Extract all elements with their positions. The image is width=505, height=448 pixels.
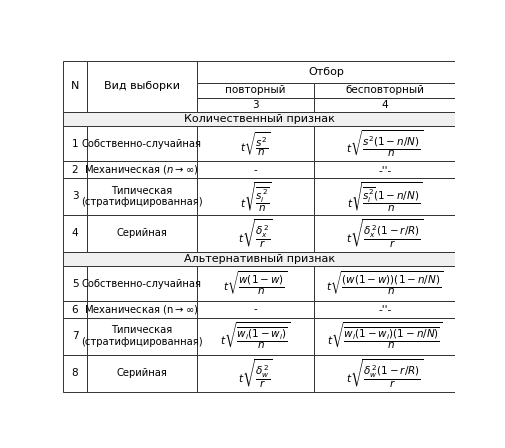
Bar	[314, 161, 454, 178]
Text: -''-: -''-	[377, 305, 391, 314]
Text: $t\sqrt{\dfrac{\overline{s_i^{\,2}}}{n}}$: $t\sqrt{\dfrac{\overline{s_i^{\,2}}}{n}}…	[239, 180, 271, 213]
Bar	[196, 161, 314, 178]
Text: $t\sqrt{\dfrac{\overline{s_i^{2}}(1-n/N)}{n}}$: $t\sqrt{\dfrac{\overline{s_i^{2}}(1-n/N)…	[346, 180, 422, 213]
Text: Серийная: Серийная	[116, 368, 167, 378]
Text: Механическая (n$\to\infty$): Механическая (n$\to\infty$)	[84, 303, 198, 316]
Text: Количественный признак: Количественный признак	[183, 114, 334, 124]
Text: 3: 3	[251, 100, 258, 110]
Bar	[87, 215, 196, 252]
Bar	[87, 161, 196, 178]
Bar	[87, 60, 196, 112]
Bar	[196, 318, 314, 355]
Bar	[63, 318, 87, 355]
Text: 5: 5	[72, 279, 78, 289]
Text: Собственно-случайная: Собственно-случайная	[81, 279, 201, 289]
Bar	[63, 178, 87, 215]
Text: $t\sqrt{\dfrac{s^2(1-n/N)}{n}}$: $t\sqrt{\dfrac{s^2(1-n/N)}{n}}$	[345, 129, 423, 159]
Bar	[196, 60, 454, 83]
Text: N: N	[71, 82, 79, 91]
Bar	[314, 318, 454, 355]
Bar	[314, 178, 454, 215]
Bar	[63, 126, 87, 161]
Text: Отбор: Отбор	[308, 67, 343, 77]
Bar	[63, 355, 87, 392]
Text: $t\sqrt{\dfrac{w(1-w)}{n}}$: $t\sqrt{\dfrac{w(1-w)}{n}}$	[223, 270, 287, 298]
Text: $t\sqrt{\dfrac{\delta_x^{\,2}(1-r/R)}{r}}$: $t\sqrt{\dfrac{\delta_x^{\,2}(1-r/R)}{r}…	[345, 217, 423, 250]
Text: $t\sqrt{\dfrac{s^2}{n}}$: $t\sqrt{\dfrac{s^2}{n}}$	[239, 130, 270, 158]
Text: Серийная: Серийная	[116, 228, 167, 238]
Text: Типическая
(стратифицированная): Типическая (стратифицированная)	[81, 326, 202, 347]
Text: 3: 3	[72, 191, 78, 202]
Bar	[87, 178, 196, 215]
Bar	[314, 302, 454, 318]
Text: Собственно-случайная: Собственно-случайная	[81, 139, 201, 149]
Bar	[314, 83, 454, 98]
Bar	[87, 355, 196, 392]
Bar	[314, 267, 454, 302]
Bar	[63, 302, 87, 318]
Bar	[196, 267, 314, 302]
Bar	[196, 355, 314, 392]
Bar	[87, 126, 196, 161]
Bar	[196, 302, 314, 318]
Text: бесповторный: бесповторный	[344, 86, 424, 95]
Text: $t\sqrt{\dfrac{\delta_w^{\,2}(1-r/R)}{r}}$: $t\sqrt{\dfrac{\delta_w^{\,2}(1-r/R)}{r}…	[345, 357, 423, 390]
Text: Вид выборки: Вид выборки	[104, 82, 179, 91]
Bar	[314, 126, 454, 161]
Bar	[196, 215, 314, 252]
Bar	[314, 355, 454, 392]
Text: 8: 8	[72, 368, 78, 378]
Text: 1: 1	[72, 139, 78, 149]
Bar	[87, 318, 196, 355]
Text: 2: 2	[72, 165, 78, 175]
Text: повторный: повторный	[225, 86, 285, 95]
Bar	[196, 98, 314, 112]
Text: -''-: -''-	[377, 165, 391, 175]
Text: $t\sqrt{\dfrac{\overline{w_i(1-w_i)(1-n/N)}}{n}}$: $t\sqrt{\dfrac{\overline{w_i(1-w_i)(1-n/…	[326, 321, 442, 352]
Text: $t\sqrt{\dfrac{(w(1-w))(1-n/N)}{n}}$: $t\sqrt{\dfrac{(w(1-w))(1-n/N)}{n}}$	[325, 270, 443, 298]
Text: 6: 6	[72, 305, 78, 314]
Bar	[196, 178, 314, 215]
Text: 4: 4	[72, 228, 78, 238]
Text: -: -	[253, 305, 257, 314]
Text: -: -	[253, 165, 257, 175]
Text: 4: 4	[381, 100, 387, 110]
Bar	[87, 267, 196, 302]
Text: Типическая
(стратифицированная): Типическая (стратифицированная)	[81, 185, 202, 207]
Bar	[63, 215, 87, 252]
Text: Механическая $(n \to \infty)$: Механическая $(n \to \infty)$	[84, 163, 198, 176]
Bar	[314, 98, 454, 112]
Bar	[63, 161, 87, 178]
Text: $t\sqrt{\dfrac{\overline{w_i(1-w_i)}}{n}}$: $t\sqrt{\dfrac{\overline{w_i(1-w_i)}}{n}…	[220, 321, 290, 352]
Bar	[87, 302, 196, 318]
Text: $t\sqrt{\dfrac{\delta_w^{\,2}}{r}}$: $t\sqrt{\dfrac{\delta_w^{\,2}}{r}}$	[237, 357, 272, 390]
Bar	[196, 126, 314, 161]
Bar	[63, 252, 454, 267]
Text: $t\sqrt{\dfrac{\delta_x^{\,2}}{r}}$: $t\sqrt{\dfrac{\delta_x^{\,2}}{r}}$	[237, 217, 272, 250]
Bar	[63, 267, 87, 302]
Text: 7: 7	[72, 331, 78, 341]
Bar	[63, 112, 454, 126]
Bar	[63, 60, 87, 112]
Text: Альтернативный признак: Альтернативный признак	[183, 254, 334, 264]
Bar	[196, 83, 314, 98]
Bar	[314, 215, 454, 252]
